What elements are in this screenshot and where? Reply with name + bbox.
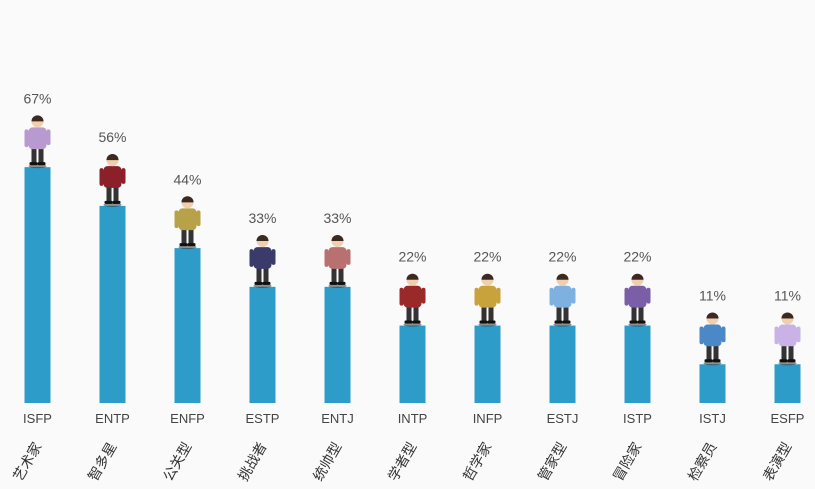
value-label-esfp: 11%	[774, 287, 801, 303]
value-label-estj: 22%	[548, 249, 576, 265]
figures-layer	[24, 115, 801, 366]
category-name-enfp: 公关型	[160, 439, 195, 483]
value-label-istj: 11%	[699, 287, 726, 303]
value-label-istp: 22%	[623, 249, 651, 265]
category-name-esfp: 表演型	[760, 439, 795, 483]
value-label-entp: 56%	[98, 129, 126, 145]
character-figure-infp	[474, 273, 501, 327]
category-name-infp: 哲学家	[460, 439, 495, 483]
character-figure-istp	[624, 273, 651, 327]
value-label-entj: 33%	[323, 210, 351, 226]
category-name-estj: 管家型	[535, 439, 570, 483]
category-code-intp: INTP	[398, 411, 428, 426]
category-name-istj: 检察员	[685, 439, 720, 483]
character-figure-entp	[99, 154, 126, 207]
category-labels-layer: ISFP 艺术家 ENTP 智多星 ENFP 公关型 ESTP 挑战者 ENTJ 统帅型 INTP 学…	[10, 411, 805, 484]
value-labels-layer: 67% 56% 44% 33% 33% 22% 22% 22% 22% 11% 11%	[23, 90, 801, 303]
category-name-entp: 智多星	[85, 439, 120, 483]
character-figure-estp	[249, 235, 276, 288]
bar-esfp	[774, 364, 801, 403]
category-code-entj: ENTJ	[321, 411, 354, 426]
character-figure-esfp	[774, 312, 801, 366]
bar-istp	[624, 325, 651, 403]
character-figure-entj	[324, 235, 351, 288]
category-name-estp: 挑战者	[235, 439, 270, 483]
value-label-intp: 22%	[398, 249, 426, 265]
bar-infp	[474, 325, 501, 403]
category-code-enfp: ENFP	[170, 411, 205, 426]
category-name-isfp: 艺术家	[10, 439, 45, 483]
category-name-intp: 学者型	[385, 439, 420, 483]
bar-isfp	[24, 167, 51, 403]
bar-intp	[399, 325, 426, 403]
bar-enfp	[174, 248, 201, 403]
character-figure-istj	[699, 312, 726, 366]
character-figure-estj	[549, 273, 576, 327]
category-name-istp: 冒险家	[610, 439, 645, 483]
bar-estp	[249, 286, 276, 403]
bar-istj	[699, 364, 726, 403]
character-figure-isfp	[24, 115, 51, 169]
character-figure-enfp	[174, 196, 201, 250]
category-code-isfp: ISFP	[23, 411, 52, 426]
bar-entp	[99, 205, 126, 403]
category-code-estp: ESTP	[246, 411, 280, 426]
value-label-enfp: 44%	[173, 171, 201, 187]
category-code-entp: ENTP	[95, 411, 130, 426]
category-code-esfp: ESFP	[771, 411, 805, 426]
category-name-entj: 统帅型	[310, 439, 345, 483]
character-figure-intp	[399, 273, 426, 327]
value-label-isfp: 67%	[23, 90, 51, 106]
value-label-estp: 33%	[248, 210, 276, 226]
category-code-estj: ESTJ	[547, 411, 579, 426]
category-code-infp: INFP	[473, 411, 503, 426]
category-code-istj: ISTJ	[699, 411, 726, 426]
bars-layer	[24, 167, 801, 403]
category-code-istp: ISTP	[623, 411, 652, 426]
bar-entj	[324, 286, 351, 403]
bar-estj	[549, 325, 576, 403]
value-label-infp: 22%	[473, 249, 501, 265]
